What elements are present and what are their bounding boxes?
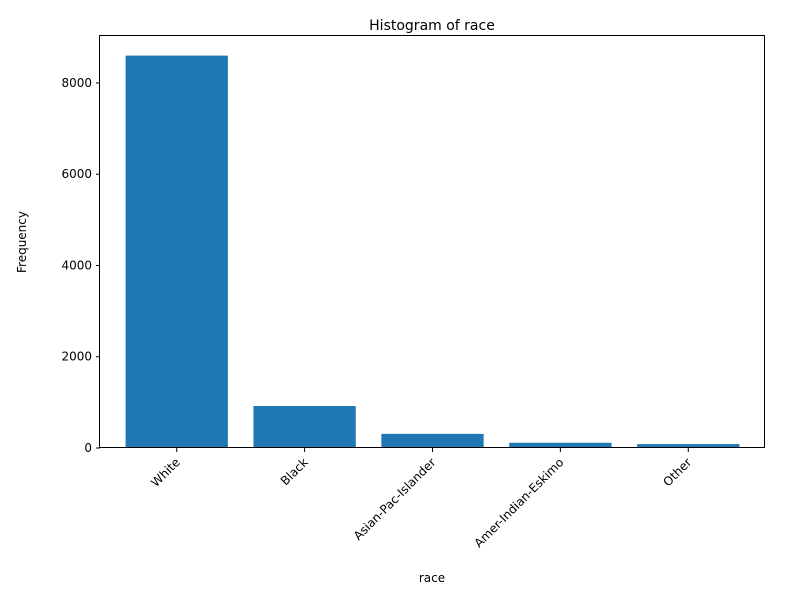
x-tick-label: Other (660, 455, 694, 489)
bars-group (125, 55, 740, 448)
x-tick-label: Black (278, 455, 311, 488)
y-tick-label: 2000 (61, 350, 92, 364)
chart-title: Histogram of race (369, 18, 495, 34)
y-tick-label: 6000 (61, 167, 92, 181)
x-axis-ticks: White Black Asian-Pac-Islander Amer-Indian-… (148, 448, 694, 550)
bar-white (125, 55, 228, 448)
bar-black (253, 406, 356, 448)
y-tick-label: 4000 (61, 258, 92, 272)
x-axis-label: race (419, 571, 445, 585)
bar-other (637, 444, 740, 448)
plot-frame (99, 35, 765, 448)
x-tick-label: Asian-Pac-Islander (351, 455, 439, 543)
y-axis-label: Frequency (15, 211, 29, 273)
bar-asian-pac-islander (381, 433, 484, 448)
y-tick-label: 0 (84, 441, 92, 455)
y-tick-label: 8000 (61, 76, 92, 90)
bar-amer-indian-eskimo (509, 442, 612, 448)
x-tick-label: Amer-Indian-Eskimo (472, 455, 567, 550)
x-tick-label: White (148, 455, 183, 490)
y-axis-ticks: 0 2000 4000 6000 8000 (61, 76, 100, 455)
